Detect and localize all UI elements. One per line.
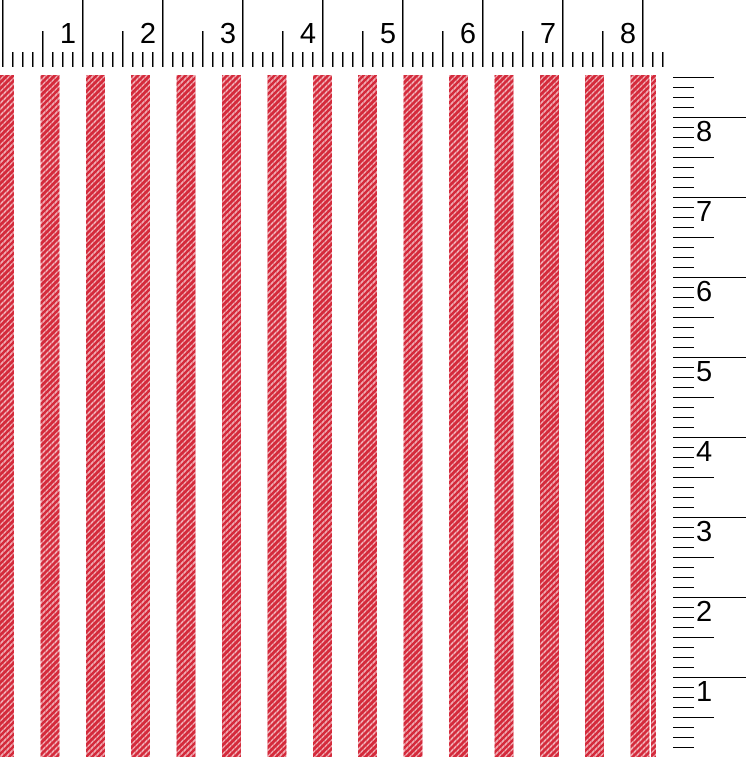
top-ruler-number: 4 (299, 18, 316, 50)
fabric-swatch (0, 75, 656, 757)
top-ruler-number: 7 (539, 18, 556, 50)
right-ruler-number: 4 (696, 436, 713, 468)
right-ruler-number: 7 (696, 196, 713, 228)
right-ruler-number: 3 (696, 516, 713, 548)
top-ruler-number: 2 (139, 18, 156, 50)
right-ruler-number: 1 (696, 676, 713, 708)
right-ruler: 8 7 6 5 4 3 2 1 (673, 67, 746, 757)
top-ruler-number: 5 (379, 18, 396, 50)
right-ruler-number: 5 (696, 356, 713, 388)
right-ruler-number: 2 (696, 596, 713, 628)
top-ruler-number: 6 (459, 18, 476, 50)
top-ruler: 1 2 3 4 5 6 7 8 (0, 0, 667, 67)
right-ruler-number: 6 (696, 276, 713, 308)
top-ruler-number: 3 (219, 18, 236, 50)
top-ruler-number: 1 (59, 18, 76, 50)
right-ruler-number: 8 (696, 116, 713, 148)
top-ruler-number: 8 (619, 18, 636, 50)
